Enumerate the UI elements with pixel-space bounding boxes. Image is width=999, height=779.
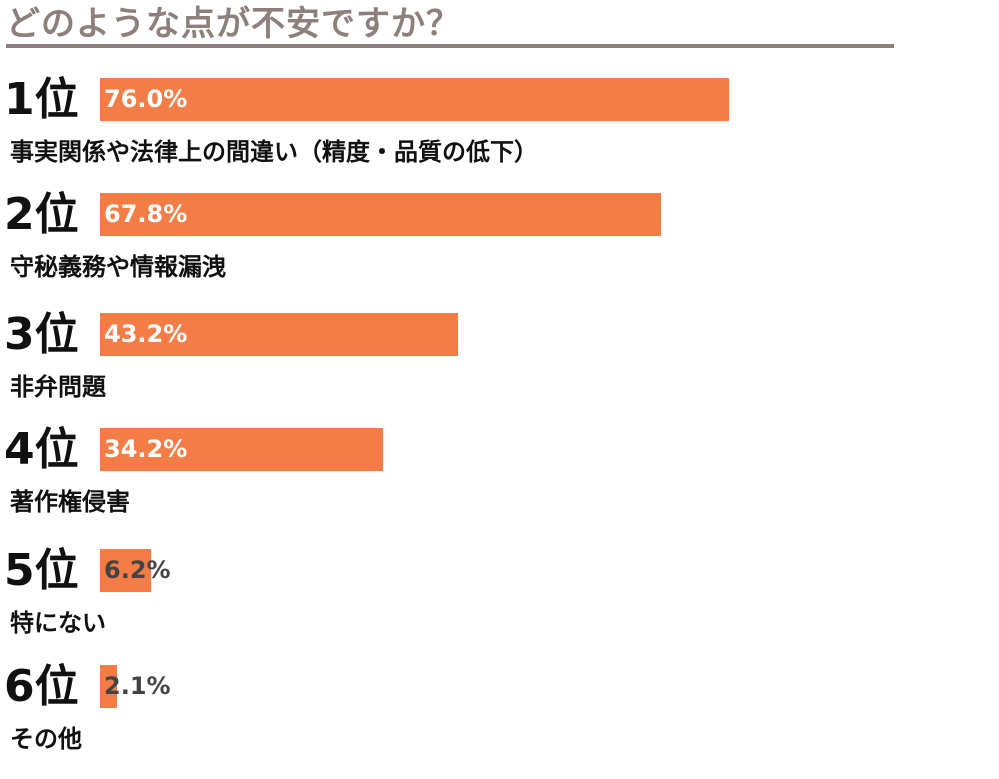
value-label-4: 34.2% <box>104 435 188 463</box>
rank-label-2: 2位 <box>4 189 79 240</box>
item-label-4: 著作権侵害 <box>10 488 130 516</box>
item-label-5: 特にない <box>10 609 106 637</box>
bar-3 <box>100 313 458 356</box>
item-label-6: その他 <box>10 725 82 753</box>
rank-block-3: 3位 43.2% 非弁問題 <box>0 311 999 427</box>
title-underline <box>6 44 894 48</box>
rank-block-2: 2位 67.8% 守秘義務や情報漏洩 <box>0 191 999 307</box>
bar-6 <box>100 665 117 708</box>
rank-label-3: 3位 <box>4 309 79 360</box>
chart-title: どのような点が不安ですか？ <box>6 4 461 44</box>
rank-block-5: 5位 6.2% 特にない <box>0 547 999 663</box>
bar-1 <box>100 78 729 121</box>
bar-2 <box>100 193 661 236</box>
rank-block-1: 1位 76.0% 事実関係や法律上の間違い（精度・品質の低下） <box>0 76 999 192</box>
item-label-3: 非弁問題 <box>10 373 106 401</box>
rank-block-4: 4位 34.2% 著作権侵害 <box>0 426 999 542</box>
value-label-1: 76.0% <box>104 85 188 113</box>
item-label-1: 事実関係や法律上の間違い（精度・品質の低下） <box>10 138 538 166</box>
rank-label-6: 6位 <box>4 661 79 712</box>
rank-block-6: 6位 2.1% その他 <box>0 663 999 779</box>
item-label-2: 守秘義務や情報漏洩 <box>10 253 226 281</box>
bar-5 <box>100 549 151 592</box>
value-label-3: 43.2% <box>104 320 188 348</box>
bar-4 <box>100 428 383 471</box>
value-label-2: 67.8% <box>104 200 188 228</box>
rank-label-5: 5位 <box>4 545 79 596</box>
rank-label-4: 4位 <box>4 424 79 475</box>
rank-label-1: 1位 <box>4 74 79 125</box>
value-label-6: 2.1% <box>104 672 171 700</box>
value-label-5: 6.2% <box>104 556 171 584</box>
